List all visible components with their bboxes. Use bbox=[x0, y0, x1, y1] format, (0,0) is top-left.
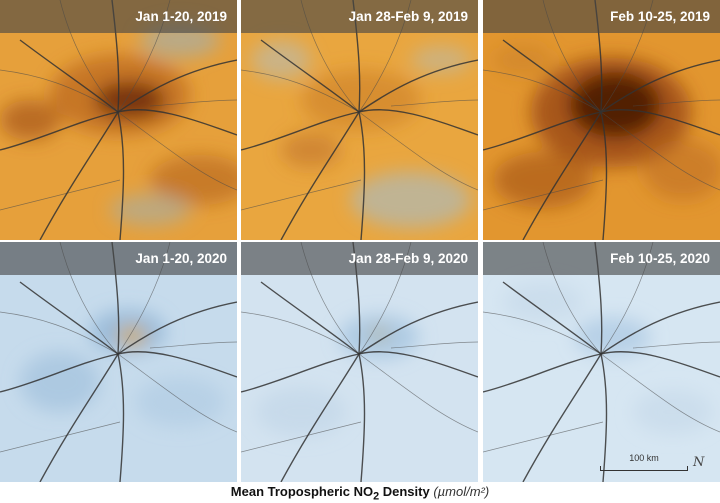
major-road bbox=[600, 111, 608, 240]
major-road bbox=[117, 111, 125, 240]
minor-road bbox=[483, 179, 604, 211]
major-road bbox=[600, 353, 608, 482]
density-patch bbox=[301, 70, 421, 130]
legend-title-suffix: Density bbox=[379, 484, 430, 499]
major-road bbox=[502, 39, 602, 113]
panel-label: Feb 10-25, 2020 bbox=[483, 242, 720, 275]
no2-map bbox=[241, 0, 478, 240]
major-road bbox=[280, 111, 360, 240]
major-road bbox=[358, 59, 478, 113]
no2-map bbox=[241, 242, 478, 482]
no2-map bbox=[0, 242, 237, 482]
major-road bbox=[358, 111, 366, 240]
minor-road bbox=[117, 111, 237, 191]
minor-road bbox=[632, 99, 720, 107]
major-road bbox=[19, 281, 119, 355]
panel-label: Feb 10-25, 2019 bbox=[483, 0, 720, 33]
density-patch bbox=[20, 352, 100, 412]
density-patch bbox=[95, 82, 165, 118]
density-patch bbox=[411, 46, 471, 74]
density-layer bbox=[251, 40, 471, 228]
major-road bbox=[117, 353, 125, 482]
density-patch bbox=[351, 172, 471, 228]
density-patch bbox=[0, 100, 60, 140]
minor-road bbox=[390, 99, 478, 107]
major-road bbox=[280, 353, 360, 482]
minor-road bbox=[149, 341, 237, 349]
major-road bbox=[600, 59, 720, 113]
minor-road bbox=[0, 421, 121, 453]
panel-label: Jan 1-20, 2019 bbox=[0, 0, 237, 33]
minor-road bbox=[483, 311, 602, 355]
no2-map bbox=[483, 0, 720, 240]
major-road bbox=[600, 301, 720, 355]
map-panel-2019-jan: Jan 1-20, 2019 bbox=[0, 0, 237, 240]
minor-road bbox=[241, 69, 360, 113]
minor-road bbox=[241, 421, 362, 453]
minor-road bbox=[117, 353, 237, 433]
density-patch bbox=[493, 152, 593, 208]
panel-label: Jan 28-Feb 9, 2020 bbox=[241, 242, 478, 275]
major-road bbox=[358, 353, 366, 482]
density-patch bbox=[150, 155, 237, 205]
density-patch bbox=[110, 194, 190, 226]
map-background bbox=[483, 242, 720, 482]
major-road bbox=[522, 111, 602, 240]
minor-road bbox=[241, 311, 360, 355]
density-patch bbox=[633, 390, 713, 434]
map-panel-2020-feb: Feb 10-25, 2020 bbox=[483, 242, 720, 482]
major-road bbox=[522, 353, 602, 482]
density-layer bbox=[503, 282, 713, 434]
density-patch bbox=[256, 387, 346, 437]
minor-road bbox=[600, 111, 720, 191]
minor-road bbox=[149, 99, 237, 107]
density-patch bbox=[118, 327, 146, 345]
density-patch bbox=[251, 40, 311, 80]
density-patch bbox=[503, 282, 583, 322]
major-road bbox=[260, 39, 360, 113]
map-panel-2019-feb: Feb 10-25, 2019 bbox=[483, 0, 720, 240]
minor-road bbox=[600, 353, 720, 433]
panel-label: Jan 1-20, 2020 bbox=[0, 242, 237, 275]
minor-road bbox=[483, 421, 604, 453]
major-road bbox=[39, 111, 119, 240]
major-road bbox=[39, 353, 119, 482]
no2-map bbox=[483, 242, 720, 482]
minor-road bbox=[0, 179, 121, 211]
major-road bbox=[117, 59, 237, 113]
legend-unit: (µmol/m²) bbox=[433, 484, 490, 499]
minor-road bbox=[632, 341, 720, 349]
minor-road bbox=[358, 353, 478, 433]
legend-title-prefix: Mean Tropospheric NO bbox=[230, 484, 374, 499]
scale-bar: 100 km bbox=[600, 453, 690, 475]
map-grid: Jan 1-20, 2019 Jan 28-Feb 9, 2019 Feb 10… bbox=[0, 0, 720, 482]
map-panel-2019-late-jan: Jan 28-Feb 9, 2019 bbox=[241, 0, 478, 240]
panel-label: Jan 28-Feb 9, 2019 bbox=[241, 0, 478, 33]
density-patch bbox=[575, 317, 651, 357]
major-road bbox=[117, 301, 237, 355]
major-road bbox=[358, 301, 478, 355]
north-arrow-icon: N bbox=[693, 455, 705, 470]
minor-road bbox=[483, 69, 602, 113]
minor-road bbox=[358, 111, 478, 191]
major-road bbox=[19, 39, 119, 113]
map-panel-2020-late-jan: Jan 28-Feb 9, 2020 bbox=[241, 242, 478, 482]
minor-road bbox=[0, 311, 119, 355]
major-road bbox=[502, 281, 602, 355]
no2-map bbox=[0, 0, 237, 240]
scale-bar-line bbox=[600, 466, 688, 471]
major-road bbox=[260, 281, 360, 355]
map-background bbox=[241, 242, 478, 482]
scale-bar-label: 100 km bbox=[629, 453, 659, 463]
minor-road bbox=[390, 341, 478, 349]
map-panel-2020-jan: Jan 1-20, 2020 bbox=[0, 242, 237, 482]
legend-title: Mean Tropospheric NO2 Density (µmol/m²) bbox=[0, 484, 720, 503]
density-patch bbox=[281, 132, 341, 168]
density-patch bbox=[493, 44, 553, 76]
minor-road bbox=[241, 179, 362, 211]
legend-title-subscript: 2 bbox=[373, 490, 380, 503]
minor-road bbox=[0, 69, 119, 113]
